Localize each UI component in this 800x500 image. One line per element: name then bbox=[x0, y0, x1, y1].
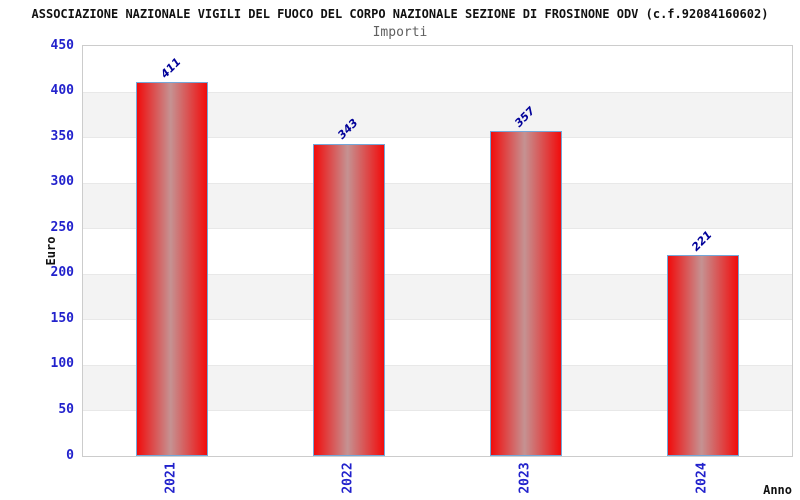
y-tick-label: 400 bbox=[50, 83, 74, 99]
gridline bbox=[83, 137, 792, 139]
bar-2021 bbox=[135, 81, 208, 456]
y-tick-label: 300 bbox=[50, 174, 74, 190]
gridline bbox=[83, 228, 792, 230]
x-tick-label-2021: 2021 bbox=[163, 462, 179, 494]
y-tick-label: 0 bbox=[66, 447, 74, 463]
x-tick-label-2024: 2024 bbox=[694, 462, 710, 494]
bar-2024 bbox=[667, 254, 740, 456]
bar-2022 bbox=[312, 143, 385, 456]
gridline bbox=[83, 410, 792, 412]
y-tick-label: 150 bbox=[50, 310, 74, 326]
chart-title: ASSOCIAZIONE NAZIONALE VIGILI DEL FUOCO … bbox=[31, 7, 769, 21]
bar-2023 bbox=[490, 130, 563, 456]
y-tick-label: 250 bbox=[50, 219, 74, 235]
y-tick-label: 100 bbox=[50, 356, 74, 372]
y-tick-label: 350 bbox=[50, 128, 74, 144]
y-tick-label: 200 bbox=[50, 265, 74, 281]
gridline bbox=[83, 273, 792, 275]
gridline bbox=[83, 319, 792, 321]
gridline bbox=[83, 182, 792, 184]
gridline bbox=[83, 364, 792, 366]
x-tick-label-2022: 2022 bbox=[340, 462, 356, 494]
chart-subtitle: Importi bbox=[372, 25, 428, 40]
x-tick-label-2023: 2023 bbox=[517, 462, 533, 494]
x-axis-title: Anno bbox=[763, 483, 792, 497]
gridline bbox=[83, 91, 792, 93]
y-axis-title: Euro bbox=[44, 236, 58, 266]
plot-area: 411 343 357 221 bbox=[82, 45, 793, 457]
y-tick-label: 50 bbox=[58, 401, 74, 417]
y-tick-label: 450 bbox=[50, 37, 74, 53]
